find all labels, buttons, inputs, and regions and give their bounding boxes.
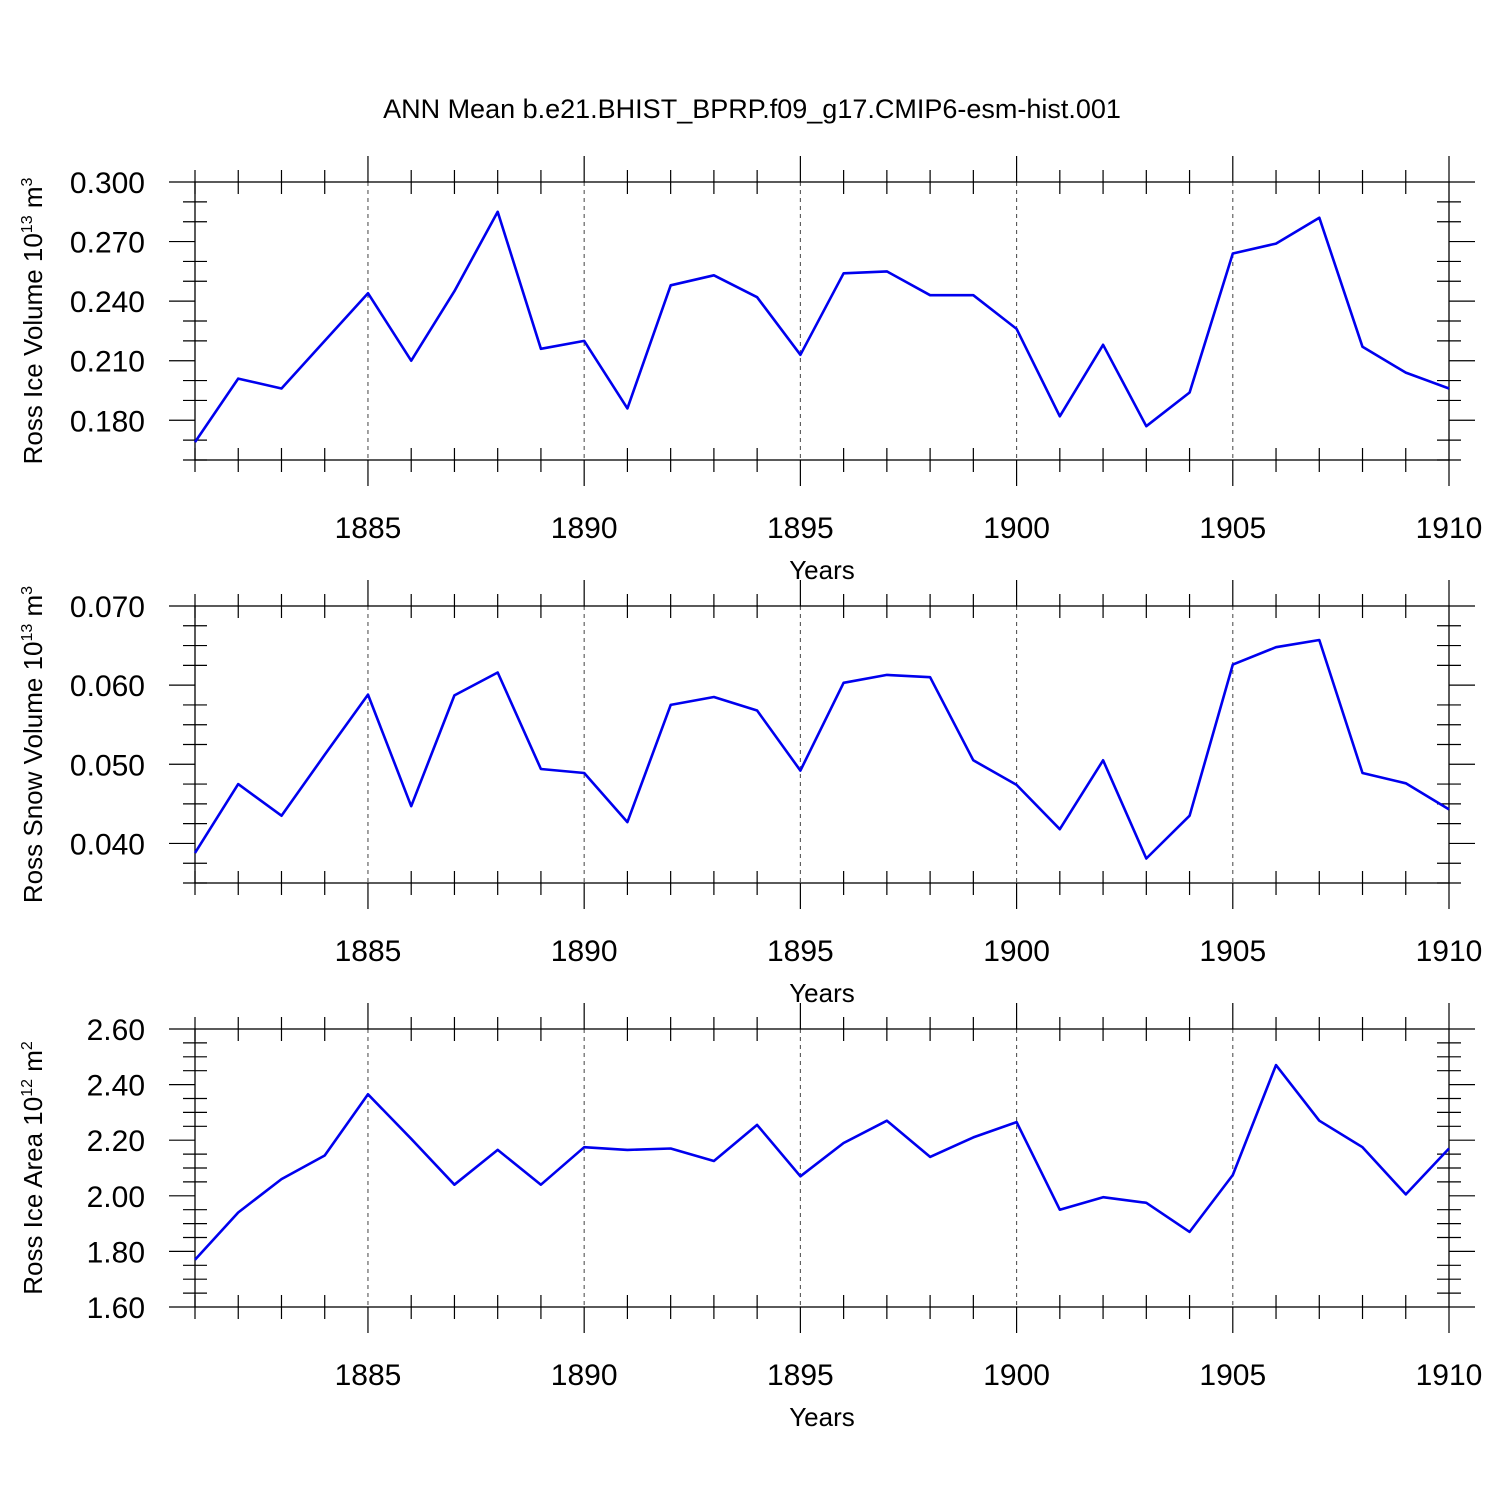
- y-axis-title-superscript: 3: [19, 177, 36, 186]
- x-tick-label: 1895: [767, 935, 834, 968]
- y-axis-title-part: m: [18, 1050, 48, 1079]
- x-tick-label: 1900: [983, 935, 1050, 968]
- plot-frame: [194, 605, 1450, 884]
- data-series-line: [194, 1063, 1450, 1261]
- y-tick-label: 1.60: [87, 1292, 145, 1325]
- y-tick-label: 0.070: [70, 591, 145, 624]
- x-axis-title: Years: [789, 1402, 855, 1432]
- x-tick-label: 1890: [551, 935, 618, 968]
- y-axis-title-superscript: 12: [19, 1079, 36, 1097]
- plot-frame: [194, 1028, 1450, 1308]
- y-tick-label: 0.300: [70, 167, 145, 200]
- x-tick-label: 1885: [335, 935, 402, 968]
- x-tick-label: 1885: [335, 512, 402, 545]
- x-tick-label: 1890: [551, 1359, 618, 1392]
- panels: 1885 1890 1895 1900 1905 1910 0.180 0.210 0.240 0…: [18, 156, 1482, 1432]
- y-tick-label: 0.210: [70, 346, 145, 379]
- y-axis-title-part: Ross Snow Volume 10: [18, 642, 48, 904]
- y-axis-title-superscript: 13: [19, 215, 36, 233]
- chart-panel-3: 1885 1890 1895 1900 1905 1910 1.60 1.80 2.00 2.20…: [18, 1003, 1482, 1432]
- x-tick-label: 1900: [983, 1359, 1050, 1392]
- x-tick-label: 1910: [1416, 935, 1483, 968]
- x-tick-label: 1890: [551, 512, 618, 545]
- y-tick-label: 2.60: [87, 1014, 145, 1047]
- y-tick-label: 0.060: [70, 670, 145, 703]
- x-tick-label: 1910: [1416, 512, 1483, 545]
- data-series-line: [193, 638, 1450, 860]
- data-series-line: [193, 210, 1450, 443]
- y-axis-title-superscript: 2: [19, 1041, 36, 1050]
- x-tick-label: 1900: [983, 512, 1050, 545]
- chart-panel-2: 1885 1890 1895 1900 1905 1910 0.040 0.050 0.060 0…: [18, 580, 1482, 1008]
- chart-panel-1: 1885 1890 1895 1900 1905 1910 0.180 0.210 0.240 0…: [18, 156, 1482, 585]
- y-tick-label: 0.180: [70, 405, 145, 438]
- y-axis-title-part: Ross Ice Area 10: [18, 1097, 48, 1295]
- y-tick-label: 2.40: [87, 1070, 145, 1103]
- x-tick-label: 1905: [1199, 512, 1266, 545]
- x-axis-title: Years: [789, 555, 855, 585]
- y-tick-label: 0.270: [70, 227, 145, 260]
- y-tick-label: 0.040: [70, 828, 145, 861]
- y-tick-label: 2.20: [87, 1125, 145, 1158]
- y-axis-title-superscript: 3: [19, 586, 36, 595]
- x-tick-label: 1905: [1199, 1359, 1266, 1392]
- x-tick-label: 1895: [767, 1359, 834, 1392]
- y-axis-title: Ross Snow Volume 1013 m3: [18, 586, 48, 903]
- y-axis-title: Ross Ice Volume 1013 m3: [18, 177, 48, 464]
- x-tick-label: 1895: [767, 512, 834, 545]
- y-axis-title-part: m: [18, 595, 48, 624]
- y-tick-label: 0.050: [70, 749, 145, 782]
- plot-frame: [194, 181, 1450, 461]
- x-tick-label: 1905: [1199, 935, 1266, 968]
- y-tick-label: 0.240: [70, 286, 145, 319]
- y-tick-label: 2.00: [87, 1181, 145, 1214]
- x-tick-label: 1885: [335, 1359, 402, 1392]
- x-tick-label: 1910: [1416, 1359, 1483, 1392]
- y-axis-title-part: Ross Ice Volume 10: [18, 233, 48, 464]
- y-axis-title-superscript: 13: [19, 624, 36, 642]
- main-title: ANN Mean b.e21.BHIST_BPRP.f09_g17.CMIP6-…: [383, 94, 1121, 124]
- y-axis-title: Ross Ice Area 1012 m2: [18, 1041, 48, 1295]
- y-axis-title-part: m: [18, 186, 48, 215]
- y-tick-label: 1.80: [87, 1236, 145, 1269]
- x-axis-title: Years: [789, 978, 855, 1008]
